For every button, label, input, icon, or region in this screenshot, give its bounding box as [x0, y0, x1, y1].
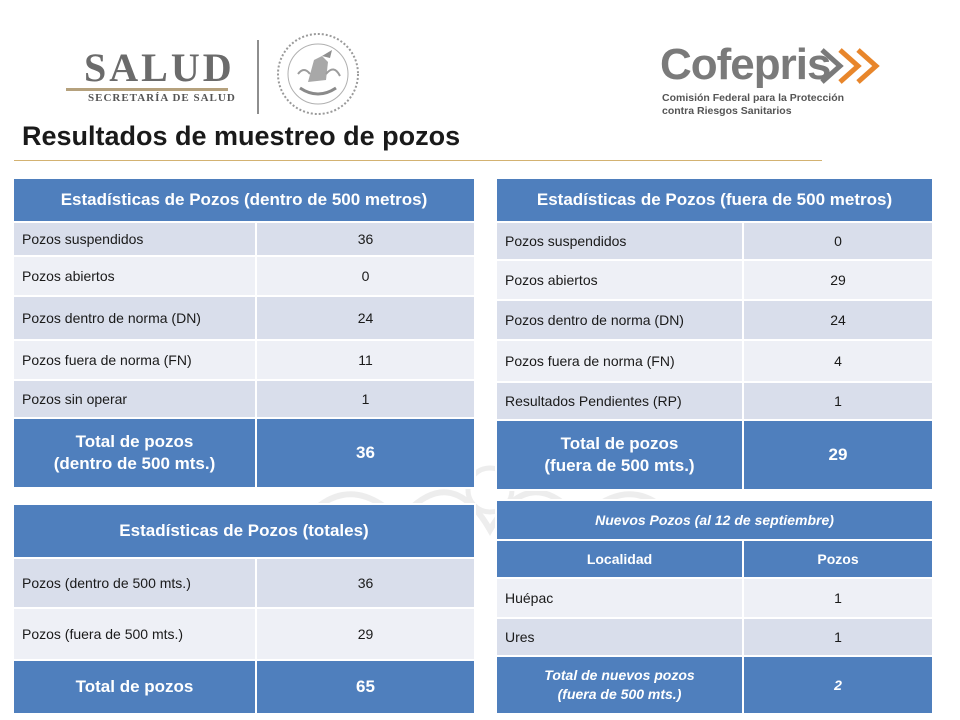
row-label: Pozos fuera de norma (FN)	[495, 339, 744, 383]
total-value: 65	[255, 659, 476, 715]
row-label: Pozos dentro de norma (DN)	[12, 295, 257, 341]
total-value: 2	[741, 655, 935, 715]
table-title: Nuevos Pozos (al 12 de septiembre)	[494, 499, 935, 541]
table-row: Pozos suspendidos 0	[495, 221, 934, 261]
table-row: Ures 1	[495, 617, 935, 657]
table-row: Pozos fuera de norma (FN) 11	[12, 339, 476, 381]
mexican-coat-of-arms-icon	[277, 33, 359, 115]
row-value: 29	[255, 607, 476, 661]
row-label: Ures	[495, 617, 744, 657]
row-label: Huépac	[495, 577, 744, 619]
row-label: Pozos suspendidos	[495, 221, 744, 261]
total-row: Total de pozos 65	[12, 659, 476, 715]
row-value: 36	[255, 221, 476, 257]
cofepris-word: Cofepris	[660, 40, 831, 89]
table-row: Pozos abiertos 0	[12, 255, 476, 297]
column-header-row: Localidad Pozos	[495, 539, 935, 579]
table-row: Pozos dentro de norma (DN) 24	[495, 299, 934, 341]
total-label: Total de pozos (fuera de 500 mts.)	[495, 419, 744, 491]
table-row: Pozos abiertos 29	[495, 259, 934, 301]
total-value: 29	[742, 419, 934, 491]
page-title: Resultados de muestreo de pozos	[22, 121, 461, 151]
table-title: Estadísticas de Pozos (fuera de 500 metr…	[495, 177, 934, 223]
row-value: 1	[742, 381, 934, 421]
total-label-line1: Total de pozos	[75, 432, 194, 451]
row-label: Pozos abiertos	[495, 259, 744, 301]
table-row: Pozos dentro de norma (DN) 24	[12, 295, 476, 341]
table-totales: Estadísticas de Pozos (totales) Pozos (d…	[12, 503, 476, 715]
cofepris-subtitle: Comisión Federal para la Protección cont…	[662, 92, 844, 118]
total-label: Total de pozos	[12, 659, 257, 715]
total-label-line1: Total de pozos	[560, 434, 679, 453]
total-row: Total de pozos (dentro de 500 mts.) 36	[12, 417, 476, 489]
total-row: Total de pozos (fuera de 500 mts.) 29	[495, 419, 934, 491]
table-row: Pozos (fuera de 500 mts.) 29	[12, 607, 476, 661]
watermark-ornament	[287, 465, 693, 542]
total-label-line2: (fuera de 500 mts.)	[557, 686, 682, 702]
cofepris-sub-line2: contra Riesgos Sanitarios	[662, 105, 792, 117]
total-label-line1: Total de nuevos pozos	[544, 667, 695, 683]
title-rule	[14, 160, 822, 161]
row-label: Pozos dentro de norma (DN)	[495, 299, 744, 341]
row-label: Pozos abiertos	[12, 255, 257, 297]
row-value: 0	[255, 255, 476, 297]
cofepris-sub-line1: Comisión Federal para la Protección	[662, 92, 845, 104]
row-label: Pozos fuera de norma (FN)	[12, 339, 257, 381]
total-label-line2: (fuera de 500 mts.)	[544, 456, 695, 475]
table-row: Pozos suspendidos 36	[12, 221, 476, 257]
row-label: Pozos (fuera de 500 mts.)	[12, 607, 257, 661]
row-value: 24	[742, 299, 934, 341]
row-value: 1	[741, 617, 935, 657]
table-fuera-500: Estadísticas de Pozos (fuera de 500 metr…	[495, 177, 934, 491]
row-label: Pozos sin operar	[12, 379, 257, 419]
salud-subtitle: SECRETARÍA DE SALUD	[88, 92, 236, 104]
row-value: 1	[255, 379, 476, 419]
total-row: Total de nuevos pozos (fuera de 500 mts.)…	[495, 655, 935, 715]
table-row: Pozos sin operar 1	[12, 379, 476, 419]
column-header-pozos: Pozos	[741, 539, 935, 579]
column-header-localidad: Localidad	[495, 539, 744, 579]
salud-rule	[66, 88, 228, 91]
table-title: Estadísticas de Pozos (totales)	[12, 503, 476, 559]
header-divider	[257, 40, 259, 114]
cofepris-arrows-icon	[820, 48, 880, 84]
table-title: Estadísticas de Pozos (dentro de 500 met…	[12, 177, 476, 223]
salud-word: SALUD	[84, 45, 235, 90]
table-row: Huépac 1	[495, 577, 935, 619]
row-value: 24	[255, 295, 476, 341]
table-row: Pozos fuera de norma (FN) 4	[495, 339, 934, 383]
total-label: Total de nuevos pozos (fuera de 500 mts.)	[495, 655, 744, 715]
salud-logo: SALUD SECRETARÍA DE SALUD	[66, 44, 236, 110]
table-row: Pozos (dentro de 500 mts.) 36	[12, 557, 476, 609]
row-value: 1	[741, 577, 935, 619]
row-label: Resultados Pendientes (RP)	[495, 381, 744, 421]
total-label-line2: (dentro de 500 mts.)	[53, 454, 216, 473]
total-label: Total de pozos (dentro de 500 mts.)	[12, 417, 257, 489]
total-value: 36	[255, 417, 476, 489]
cofepris-logo: Cofepris Comisión Federal para la Protec…	[660, 40, 890, 120]
table-dentro-500: Estadísticas de Pozos (dentro de 500 met…	[12, 177, 476, 489]
table-row: Resultados Pendientes (RP) 1	[495, 381, 934, 421]
row-value: 36	[255, 557, 476, 609]
row-label: Pozos (dentro de 500 mts.)	[12, 557, 257, 609]
row-label: Pozos suspendidos	[12, 221, 257, 257]
row-value: 29	[742, 259, 934, 301]
row-value: 11	[255, 339, 476, 381]
table-nuevos-pozos: Nuevos Pozos (al 12 de septiembre) Local…	[494, 499, 935, 715]
row-value: 0	[742, 221, 934, 261]
row-value: 4	[742, 339, 934, 383]
